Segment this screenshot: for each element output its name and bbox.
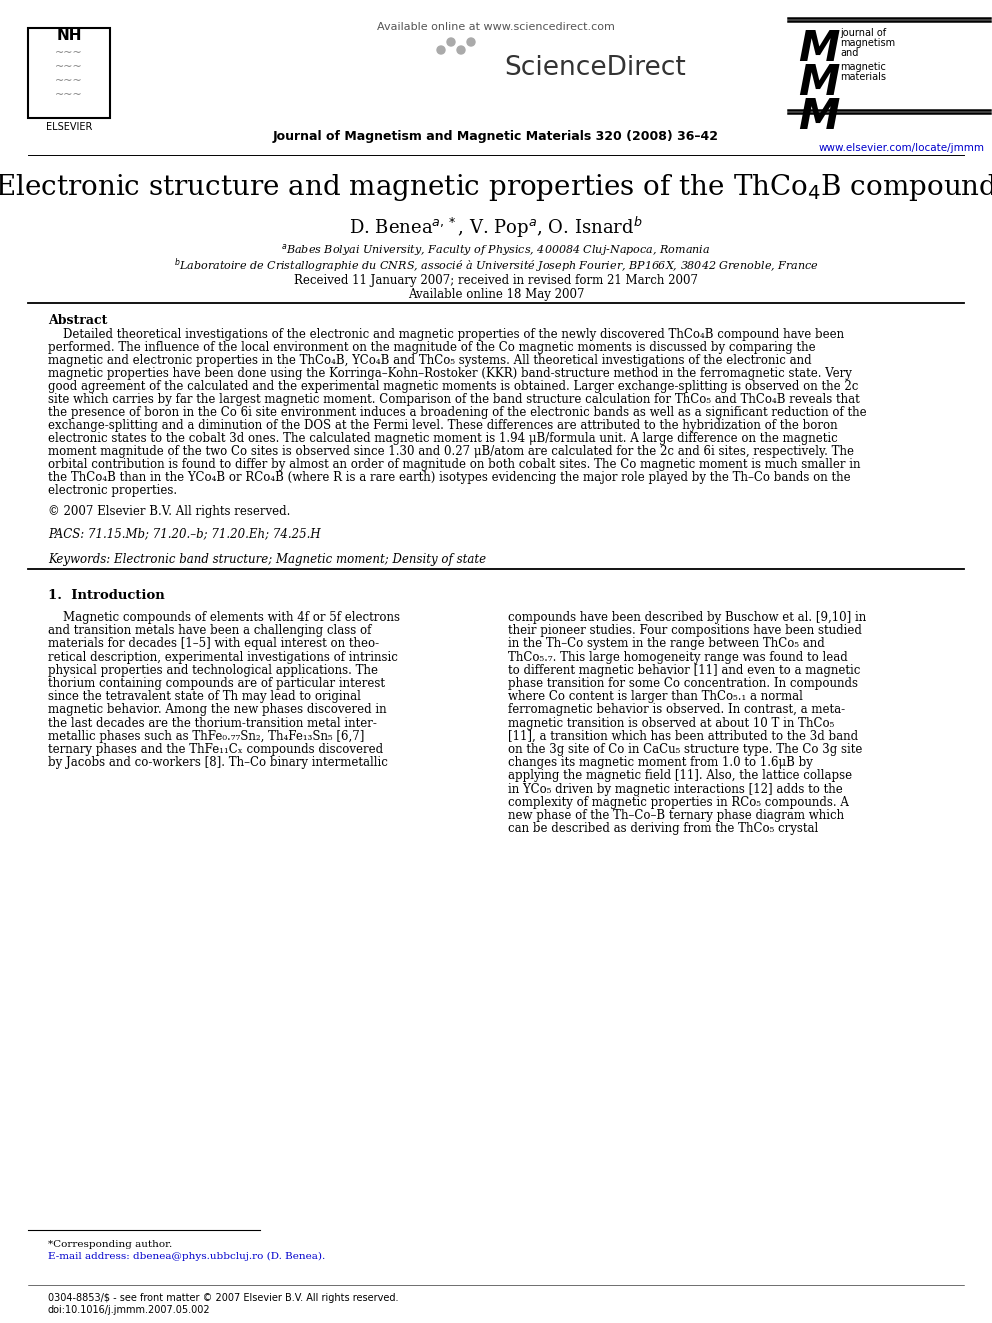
Circle shape <box>437 46 445 54</box>
Text: © 2007 Elsevier B.V. All rights reserved.: © 2007 Elsevier B.V. All rights reserved… <box>48 505 291 519</box>
Text: the presence of boron in the Co 6i site environment induces a broadening of the : the presence of boron in the Co 6i site … <box>48 406 867 419</box>
Text: their pioneer studies. Four compositions have been studied: their pioneer studies. Four compositions… <box>508 624 862 638</box>
Text: orbital contribution is found to differ by almost an order of magnitude on both : orbital contribution is found to differ … <box>48 458 860 471</box>
Text: compounds have been described by Buschow et al. [9,10] in: compounds have been described by Buschow… <box>508 611 866 624</box>
Text: where Co content is larger than ThCo₅.₁ a normal: where Co content is larger than ThCo₅.₁ … <box>508 691 803 704</box>
Text: Abstract: Abstract <box>48 314 107 327</box>
Text: physical properties and technological applications. The: physical properties and technological ap… <box>48 664 378 677</box>
Text: magnetic behavior. Among the new phases discovered in: magnetic behavior. Among the new phases … <box>48 704 387 716</box>
Bar <box>28 28 110 118</box>
Text: to different magnetic behavior [11] and even to a magnetic: to different magnetic behavior [11] and … <box>508 664 860 677</box>
Text: magnetic: magnetic <box>840 62 886 71</box>
Text: PACS: 71.15.Mb; 71.20.–b; 71.20.Eh; 74.25.H: PACS: 71.15.Mb; 71.20.–b; 71.20.Eh; 74.2… <box>48 527 320 540</box>
Text: magnetic transition is observed at about 10 T in ThCo₅: magnetic transition is observed at about… <box>508 717 834 729</box>
Text: metallic phases such as ThFe₀.₇₇Sn₂, Th₄Fe₁₃Sn₅ [6,7]: metallic phases such as ThFe₀.₇₇Sn₂, Th₄… <box>48 730 364 742</box>
Text: applying the magnetic field [11]. Also, the lattice collapse: applying the magnetic field [11]. Also, … <box>508 770 852 782</box>
Text: Electronic structure and magnetic properties of the ThCo$_4$B compound: Electronic structure and magnetic proper… <box>0 172 992 202</box>
Text: ELSEVIER: ELSEVIER <box>46 122 92 132</box>
Text: good agreement of the calculated and the experimental magnetic moments is obtain: good agreement of the calculated and the… <box>48 380 858 393</box>
Text: $^a$Babes Bolyai University, Faculty of Physics, 400084 Cluj-Napoca, Romania: $^a$Babes Bolyai University, Faculty of … <box>282 242 710 258</box>
Text: NH: NH <box>57 28 81 44</box>
Text: since the tetravalent state of Th may lead to original: since the tetravalent state of Th may le… <box>48 691 361 704</box>
Text: Magnetic compounds of elements with 4f or 5f electrons: Magnetic compounds of elements with 4f o… <box>48 611 400 624</box>
Text: M: M <box>798 97 839 138</box>
Text: moment magnitude of the two Co sites is observed since 1.30 and 0.27 μB/atom are: moment magnitude of the two Co sites is … <box>48 445 854 458</box>
Text: by Jacobs and co-workers [8]. Th–Co binary intermetallic: by Jacobs and co-workers [8]. Th–Co bina… <box>48 757 388 769</box>
Text: ThCo₅.₇. This large homogeneity range was found to lead: ThCo₅.₇. This large homogeneity range wa… <box>508 651 848 664</box>
Text: 1.  Introduction: 1. Introduction <box>48 589 165 602</box>
Text: exchange-splitting and a diminution of the DOS at the Fermi level. These differe: exchange-splitting and a diminution of t… <box>48 419 837 433</box>
Text: ~~~: ~~~ <box>56 90 83 101</box>
Circle shape <box>457 46 465 54</box>
Text: site which carries by far the largest magnetic moment. Comparison of the band st: site which carries by far the largest ma… <box>48 393 860 406</box>
Text: can be described as deriving from the ThCo₅ crystal: can be described as deriving from the Th… <box>508 822 818 835</box>
Text: ternary phases and the ThFe₁₁Cₓ compounds discovered: ternary phases and the ThFe₁₁Cₓ compound… <box>48 744 383 755</box>
Circle shape <box>447 38 455 46</box>
Text: ~~~: ~~~ <box>56 48 83 58</box>
Text: materials for decades [1–5] with equal interest on theo-: materials for decades [1–5] with equal i… <box>48 638 379 651</box>
Text: [11], a transition which has been attributed to the 3d band: [11], a transition which has been attrib… <box>508 730 858 742</box>
Text: magnetic properties have been done using the Korringa–Kohn–Rostoker (KKR) band-s: magnetic properties have been done using… <box>48 366 852 380</box>
Text: *Corresponding author.: *Corresponding author. <box>48 1240 173 1249</box>
Text: phase transition for some Co concentration. In compounds: phase transition for some Co concentrati… <box>508 677 858 691</box>
Text: and transition metals have been a challenging class of: and transition metals have been a challe… <box>48 624 371 638</box>
Text: thorium containing compounds are of particular interest: thorium containing compounds are of part… <box>48 677 385 691</box>
Text: on the 3g site of Co in CaCu₅ structure type. The Co 3g site: on the 3g site of Co in CaCu₅ structure … <box>508 744 862 755</box>
Text: the last decades are the thorium-transition metal inter-: the last decades are the thorium-transit… <box>48 717 377 729</box>
Text: retical description, experimental investigations of intrinsic: retical description, experimental invest… <box>48 651 398 664</box>
Text: journal of: journal of <box>840 28 886 38</box>
Text: www.elsevier.com/locate/jmmm: www.elsevier.com/locate/jmmm <box>819 143 985 153</box>
Text: magnetic and electronic properties in the ThCo₄B, YCo₄B and ThCo₅ systems. All t: magnetic and electronic properties in th… <box>48 355 811 366</box>
Text: 0304-8853/$ - see front matter © 2007 Elsevier B.V. All rights reserved.: 0304-8853/$ - see front matter © 2007 El… <box>48 1293 399 1303</box>
Text: in YCo₅ driven by magnetic interactions [12] adds to the: in YCo₅ driven by magnetic interactions … <box>508 783 843 795</box>
Text: doi:10.1016/j.jmmm.2007.05.002: doi:10.1016/j.jmmm.2007.05.002 <box>48 1304 210 1315</box>
Text: M: M <box>798 62 839 105</box>
Text: materials: materials <box>840 71 886 82</box>
Text: M: M <box>798 28 839 70</box>
Text: electronic properties.: electronic properties. <box>48 484 178 497</box>
Text: E-mail address: dbenea@phys.ubbcluj.ro (D. Benea).: E-mail address: dbenea@phys.ubbcluj.ro (… <box>48 1252 325 1261</box>
Text: new phase of the Th–Co–B ternary phase diagram which: new phase of the Th–Co–B ternary phase d… <box>508 808 844 822</box>
Text: Detailed theoretical investigations of the electronic and magnetic properties of: Detailed theoretical investigations of t… <box>48 328 844 341</box>
Text: the ThCo₄B than in the YCo₄B or RCo₄B (where R is a rare earth) isotypes evidenc: the ThCo₄B than in the YCo₄B or RCo₄B (w… <box>48 471 850 484</box>
Text: ferromagnetic behavior is observed. In contrast, a meta-: ferromagnetic behavior is observed. In c… <box>508 704 845 716</box>
Text: complexity of magnetic properties in RCo₅ compounds. A: complexity of magnetic properties in RCo… <box>508 796 849 808</box>
Text: electronic states to the cobalt 3d ones. The calculated magnetic moment is 1.94 : electronic states to the cobalt 3d ones.… <box>48 433 838 445</box>
Text: $^b$Laboratoire de Cristallographie du CNRS, associé à Université Joseph Fourier: $^b$Laboratoire de Cristallographie du C… <box>174 255 818 275</box>
Text: ~~~: ~~~ <box>56 62 83 71</box>
Text: ~~~: ~~~ <box>56 75 83 86</box>
Text: magnetism: magnetism <box>840 38 895 48</box>
Text: Available online 18 May 2007: Available online 18 May 2007 <box>408 288 584 302</box>
Text: changes its magnetic moment from 1.0 to 1.6μB by: changes its magnetic moment from 1.0 to … <box>508 757 812 769</box>
Text: Keywords: Electronic band structure; Magnetic moment; Density of state: Keywords: Electronic band structure; Mag… <box>48 553 486 566</box>
Text: in the Th–Co system in the range between ThCo₅ and: in the Th–Co system in the range between… <box>508 638 824 651</box>
Text: Received 11 January 2007; received in revised form 21 March 2007: Received 11 January 2007; received in re… <box>294 274 698 287</box>
Text: ScienceDirect: ScienceDirect <box>504 56 685 81</box>
Text: Available online at www.sciencedirect.com: Available online at www.sciencedirect.co… <box>377 22 615 32</box>
Text: performed. The influence of the local environment on the magnitude of the Co mag: performed. The influence of the local en… <box>48 341 815 355</box>
Text: Journal of Magnetism and Magnetic Materials 320 (2008) 36–42: Journal of Magnetism and Magnetic Materi… <box>273 130 719 143</box>
Text: and: and <box>840 48 858 58</box>
Circle shape <box>467 38 475 46</box>
Text: D. Benea$^{a,*}$, V. Pop$^a$, O. Isnard$^b$: D. Benea$^{a,*}$, V. Pop$^a$, O. Isnard$… <box>349 216 643 241</box>
